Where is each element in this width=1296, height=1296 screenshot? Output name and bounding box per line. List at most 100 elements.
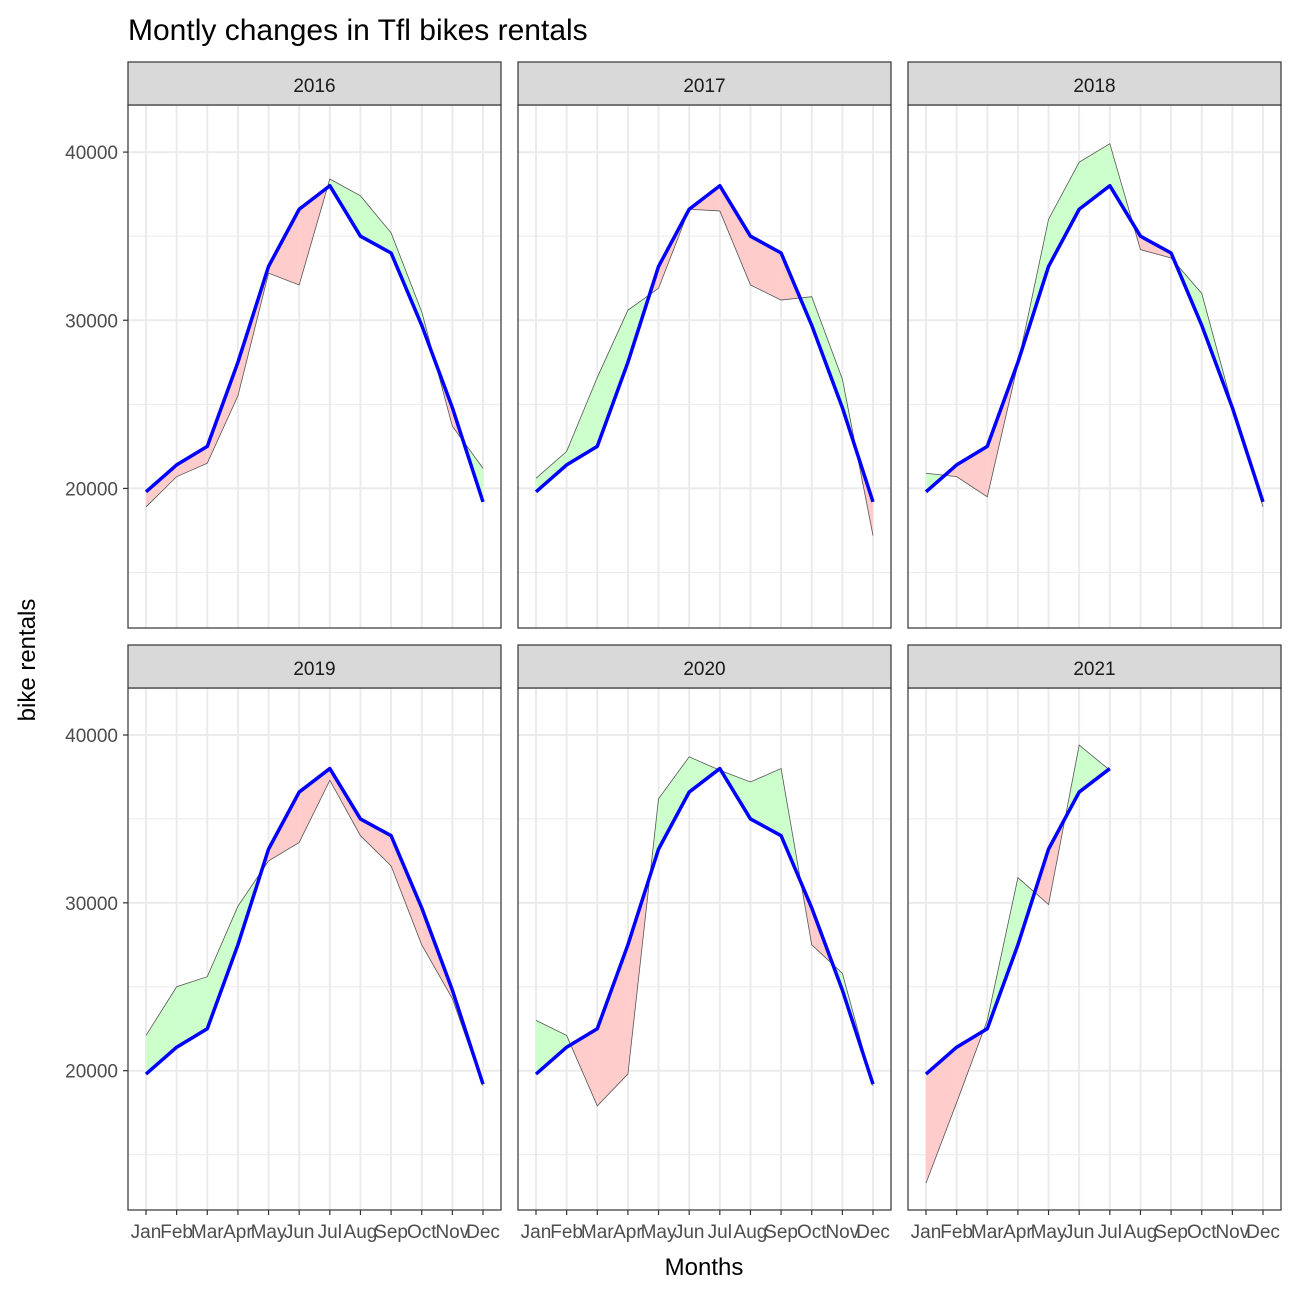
x-tick-label: Oct <box>407 1222 437 1243</box>
x-tick-label: Jan <box>911 1222 942 1243</box>
y-tick-label: 20000 <box>65 1062 118 1083</box>
x-tick-label: Aug <box>734 1222 768 1243</box>
x-tick-label: Apr <box>1003 1222 1033 1243</box>
below-expected-area <box>268 209 300 285</box>
below-expected-area <box>237 266 269 396</box>
actual-rentals-line <box>145 779 484 1086</box>
x-tick-label: Sep <box>1154 1222 1188 1243</box>
x-tick-label: May <box>251 1222 287 1243</box>
actual-rentals-line <box>925 744 1111 1184</box>
x-tick-label: Sep <box>764 1222 798 1243</box>
actual-rentals-line <box>535 756 874 1107</box>
panel-background <box>128 105 501 628</box>
x-tick-label: Jan <box>131 1222 162 1243</box>
x-tick-label: May <box>641 1222 677 1243</box>
x-tick-label: Jan <box>521 1222 552 1243</box>
above-expected-area <box>597 310 628 447</box>
x-tick-label: Mar <box>971 1222 1004 1243</box>
below-expected-area <box>329 768 361 836</box>
x-tick-label: Dec <box>1246 1222 1280 1243</box>
above-expected-area <box>1048 162 1080 267</box>
facet-strip-label: 2016 <box>293 76 335 97</box>
x-tick-label: Aug <box>344 1222 378 1243</box>
x-tick-label: Apr <box>613 1222 643 1243</box>
expected-rentals-line <box>144 766 485 1085</box>
x-tick-label: Jun <box>1064 1222 1095 1243</box>
facet-strip <box>907 644 1282 689</box>
x-tick-label: Dec <box>466 1222 500 1243</box>
actual-rentals-line <box>145 178 484 508</box>
above-expected-area <box>176 976 208 1048</box>
x-tick-label: Nov <box>825 1222 859 1243</box>
y-tick-label: 20000 <box>65 479 118 500</box>
y-tick-label: 40000 <box>65 726 118 747</box>
y-tick-label: 40000 <box>65 143 118 164</box>
below-expected-area <box>750 236 782 301</box>
above-expected-area <box>750 768 782 836</box>
below-expected-area <box>597 944 628 1106</box>
x-tick-label: Jul <box>318 1222 342 1243</box>
facet-panel-2016: 2016 20000 30000 40000 <box>65 61 502 629</box>
above-expected-area <box>207 906 238 1029</box>
facet-strip-label: 2020 <box>683 659 725 680</box>
x-tick-label: Feb <box>550 1222 583 1243</box>
facet-strip <box>907 61 1282 106</box>
x-tick-label: Oct <box>797 1222 827 1243</box>
x-tick-label: Oct <box>1187 1222 1217 1243</box>
facet-strip <box>127 61 502 106</box>
x-tick-label: Aug <box>1124 1222 1158 1243</box>
facet-panel-2017: 2017 <box>517 61 892 629</box>
x-tick-label: Dec <box>856 1222 890 1243</box>
y-tick-label: 30000 <box>65 311 118 332</box>
below-expected-area <box>956 446 988 497</box>
above-expected-area <box>987 877 1018 1029</box>
above-expected-area <box>536 451 567 492</box>
facet-strip <box>127 644 502 689</box>
y-axis-title: bike rentals <box>14 599 41 722</box>
facet-strip-label: 2021 <box>1073 659 1115 680</box>
above-expected-area <box>1079 143 1110 210</box>
facet-strip-label: 2018 <box>1073 76 1115 97</box>
x-tick-label: Nov <box>1215 1222 1249 1243</box>
below-expected-area <box>570 1028 598 1106</box>
below-expected-area <box>926 1047 957 1184</box>
y-tick-label: 30000 <box>65 894 118 915</box>
below-expected-area <box>391 835 422 945</box>
x-tick-label: Jun <box>674 1222 705 1243</box>
x-tick-label: Mar <box>191 1222 224 1243</box>
above-expected-area <box>536 1020 567 1075</box>
facet-strip-label: 2019 <box>293 659 335 680</box>
x-tick-label: Jun <box>284 1222 315 1243</box>
facet-strip <box>517 61 892 106</box>
facet-strip-label: 2017 <box>683 76 725 97</box>
x-tick-label: Feb <box>160 1222 193 1243</box>
above-expected-area <box>1079 745 1109 793</box>
x-tick-label: Jul <box>708 1222 732 1243</box>
actual-rentals-line <box>925 143 1264 508</box>
above-expected-area <box>566 377 598 465</box>
x-tick-label: May <box>1031 1222 1067 1243</box>
facet-panels: 2016 20000 30000 40000 2017 2018 2019 20000 3000… <box>65 61 1282 1243</box>
above-expected-area <box>689 756 719 793</box>
x-tick-label: Apr <box>223 1222 253 1243</box>
below-expected-area <box>146 464 177 507</box>
expected-rentals-line <box>534 183 875 503</box>
below-expected-area <box>176 446 208 477</box>
x-tick-label: Sep <box>374 1222 408 1243</box>
below-expected-area <box>719 185 751 285</box>
actual-rentals-line <box>535 208 874 536</box>
x-tick-label: Jul <box>1098 1222 1122 1243</box>
below-expected-area <box>360 818 392 866</box>
expected-rentals-line <box>534 766 875 1085</box>
facet-strip <box>517 644 892 689</box>
above-expected-area <box>658 756 690 850</box>
panel-background <box>128 688 501 1210</box>
chart-title: Montly changes in Tfl bikes rentals <box>128 14 588 47</box>
above-expected-area <box>391 232 422 326</box>
expected-rentals-line <box>144 183 485 503</box>
x-axis-title: Months <box>665 1254 744 1281</box>
